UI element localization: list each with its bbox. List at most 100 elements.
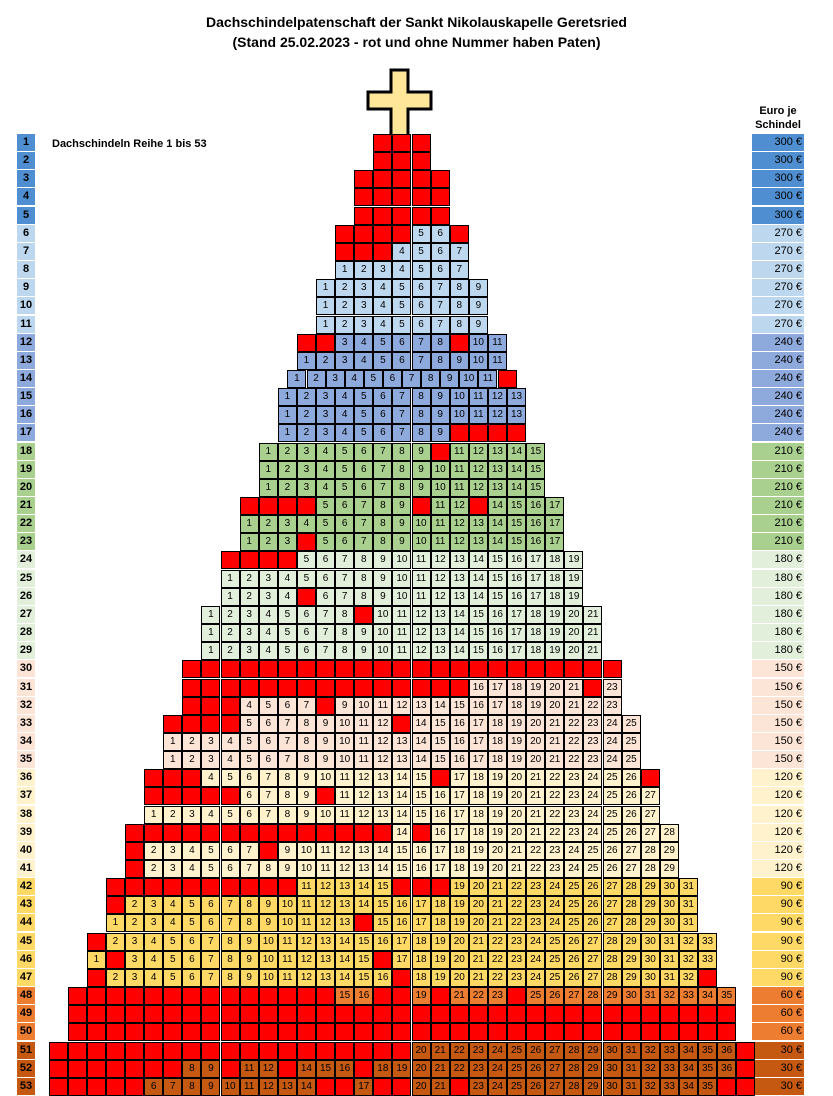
shingle-cell: 24: [487, 1059, 507, 1078]
shingle-cell: 17: [468, 751, 488, 770]
shingle-cell: 1: [201, 624, 221, 643]
shingle-cell: [277, 1005, 297, 1024]
shingle-cell: 17: [487, 696, 507, 715]
shingle-cell: 13: [430, 624, 450, 643]
shingle-cell: 1: [86, 950, 106, 969]
shingle-cell: 9: [201, 1059, 221, 1078]
shingle-cell: 20: [487, 841, 507, 860]
shingle-cell: 13: [507, 388, 527, 407]
row-number: 13: [17, 351, 35, 369]
price-header-line-1: Euro je: [759, 105, 797, 117]
shingle-cell: 34: [678, 1077, 698, 1096]
shingle-cell: 25: [564, 914, 584, 933]
shingle-cell: 19: [526, 678, 546, 697]
shingle-cell: 10: [459, 369, 479, 388]
shingle-cell: 14: [449, 642, 469, 661]
shingle-cell: 4: [201, 805, 221, 824]
shingle-cell: 26: [564, 968, 584, 987]
shingle-cell: 6: [335, 515, 355, 534]
shingle-cell: 4: [335, 388, 355, 407]
shingle-cell: 3: [201, 751, 221, 770]
shingle-cell: [239, 497, 259, 515]
shingle-cell: 5: [392, 279, 412, 298]
shingle-cell: 11: [468, 406, 488, 425]
shingle-cell: 11: [354, 751, 374, 770]
shingle-cell: 29: [640, 896, 660, 915]
shingle-cell: 24: [602, 732, 622, 751]
shingle-cell: 9: [354, 624, 374, 643]
shingle-cell: 26: [602, 860, 622, 878]
row-price: 150 €: [752, 751, 804, 769]
shingle-cell: 11: [449, 442, 469, 461]
row-number: 23: [17, 533, 35, 551]
row-price: 210 €: [752, 497, 804, 514]
shingle-cell: [239, 823, 259, 842]
shingle-cell: 2: [144, 860, 164, 878]
shingle-cell: 22: [487, 968, 507, 987]
shingle-cell: 10: [258, 932, 278, 951]
price-header-line-2: Schindel: [755, 119, 801, 131]
shingle-cell: 22: [545, 823, 565, 842]
shingle-cell: [182, 878, 202, 897]
shingle-cell: [373, 823, 393, 842]
shingle-cell: [373, 1023, 393, 1042]
shingle-cell: [564, 1023, 584, 1042]
shingle-cell: 14: [449, 605, 469, 624]
shingle-cell: 19: [468, 841, 488, 860]
shingle-cell: [487, 1023, 507, 1042]
shingle-cell: 1: [287, 369, 307, 388]
shingle-cell: 26: [526, 1077, 546, 1096]
shingle-cell: 16: [507, 587, 527, 606]
shingle-cell: 11: [430, 497, 450, 515]
shingle-cell: 13: [316, 950, 336, 969]
shingle-cell: 30: [621, 987, 641, 1006]
row-number: 28: [17, 624, 35, 642]
shingle-cell: [277, 1059, 297, 1078]
shingle-cell: 14: [487, 515, 507, 534]
shingle-cell: 5: [163, 932, 183, 951]
shingle-cell: 3: [239, 624, 259, 643]
shingle-cell: 4: [258, 605, 278, 624]
shingle-cell: 7: [411, 351, 431, 370]
shingle-cell: [296, 333, 316, 352]
shingle-cell: [392, 987, 412, 1006]
shingle-cell: 18: [545, 587, 565, 606]
shingle-cell: [201, 823, 221, 842]
row-number: 5: [17, 206, 35, 224]
shingle-cell: 7: [220, 896, 240, 915]
shingle-cell: 21: [583, 642, 603, 661]
shingle-cell: [86, 987, 106, 1006]
shingle-cell: [144, 769, 164, 788]
shingle-cell: 13: [316, 932, 336, 951]
row-price: 120 €: [752, 769, 804, 787]
shingle-cell: 25: [545, 950, 565, 969]
shingle-cell: 24: [487, 1041, 507, 1060]
row-number: 1: [17, 134, 35, 151]
shingle-cell: 16: [487, 642, 507, 661]
shingle-cell: [449, 224, 469, 243]
shingle-cell: 14: [468, 587, 488, 606]
shingle-cell: [430, 878, 450, 897]
shingle-cell: 17: [545, 533, 565, 552]
shingle-cell: 12: [392, 696, 412, 715]
shingle-cell: 14: [296, 1059, 316, 1078]
shingle-cell: 24: [545, 896, 565, 915]
shingle-cell: [125, 1005, 145, 1024]
shingle-cell: 12: [449, 515, 469, 534]
shingle-cell: 15: [354, 932, 374, 951]
shingle-cell: [545, 1005, 565, 1024]
shingle-cell: 19: [430, 932, 450, 951]
shingle-cell: [277, 1041, 297, 1060]
shingle-cell: 20: [411, 1041, 431, 1060]
shingle-cell: 9: [316, 751, 336, 770]
shingle-cell: 12: [430, 587, 450, 606]
shingle-cell: 15: [526, 442, 546, 461]
shingle-cell: 13: [392, 751, 412, 770]
shingle-cell: 13: [411, 696, 431, 715]
row-number: 53: [17, 1077, 35, 1095]
shingle-cell: 15: [392, 841, 412, 860]
shingle-cell: 4: [344, 369, 364, 388]
shingle-cell: 29: [659, 860, 679, 878]
shingle-cell: 11: [468, 388, 488, 407]
page-title-line-1: Dachschindelpatenschaft der Sankt Nikola…: [206, 14, 627, 30]
